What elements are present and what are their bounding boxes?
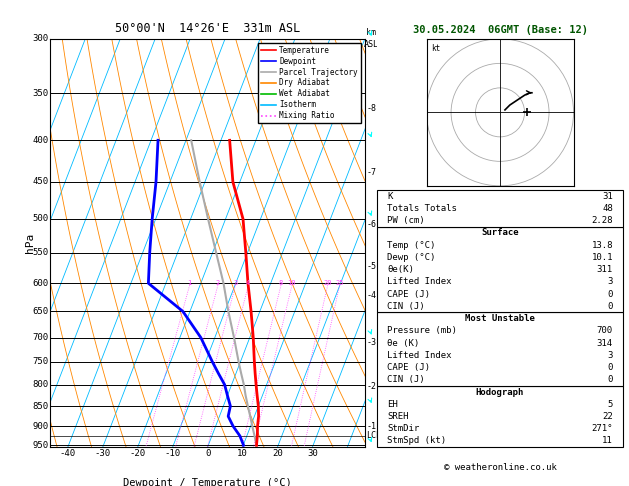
Bar xyxy=(377,312,623,386)
Text: 10.1: 10.1 xyxy=(591,253,613,262)
Text: 314: 314 xyxy=(597,339,613,347)
Text: 25: 25 xyxy=(335,280,343,286)
Text: -6: -6 xyxy=(366,220,376,229)
Legend: Temperature, Dewpoint, Parcel Trajectory, Dry Adiabat, Wet Adiabat, Isotherm, Mi: Temperature, Dewpoint, Parcel Trajectory… xyxy=(258,43,361,123)
Text: 0: 0 xyxy=(608,375,613,384)
Text: 0: 0 xyxy=(608,363,613,372)
Text: Lifted Index: Lifted Index xyxy=(387,351,452,360)
Text: CIN (J): CIN (J) xyxy=(387,302,425,311)
Bar xyxy=(377,386,623,447)
Text: 700: 700 xyxy=(33,333,49,342)
Text: 850: 850 xyxy=(33,401,49,411)
Text: Pressure (mb): Pressure (mb) xyxy=(387,326,457,335)
Text: 400: 400 xyxy=(33,136,49,145)
Text: 900: 900 xyxy=(33,422,49,431)
Text: 600: 600 xyxy=(33,279,49,288)
Text: StmSpd (kt): StmSpd (kt) xyxy=(387,436,447,446)
Text: 550: 550 xyxy=(33,248,49,257)
Text: 11: 11 xyxy=(602,436,613,446)
Text: 2.28: 2.28 xyxy=(591,216,613,225)
Text: -8: -8 xyxy=(366,104,376,113)
Text: 950: 950 xyxy=(33,441,49,450)
Text: 4: 4 xyxy=(246,280,250,286)
Text: Temp (°C): Temp (°C) xyxy=(387,241,436,249)
Text: km: km xyxy=(366,28,376,37)
Text: θe (K): θe (K) xyxy=(387,339,420,347)
Text: 0: 0 xyxy=(205,449,210,458)
Text: 311: 311 xyxy=(597,265,613,274)
Text: 30.05.2024  06GMT (Base: 12): 30.05.2024 06GMT (Base: 12) xyxy=(413,25,587,35)
Text: 3: 3 xyxy=(608,351,613,360)
Text: 3: 3 xyxy=(608,278,613,286)
Text: 30: 30 xyxy=(307,449,318,458)
Text: -40: -40 xyxy=(60,449,76,458)
Text: SREH: SREH xyxy=(387,412,409,421)
Text: K: K xyxy=(387,191,392,201)
Text: Hodograph: Hodograph xyxy=(476,387,524,397)
Text: 2: 2 xyxy=(216,280,220,286)
Text: CAPE (J): CAPE (J) xyxy=(387,290,430,298)
Text: 22: 22 xyxy=(602,412,613,421)
Text: Surface: Surface xyxy=(481,228,519,237)
Text: -4: -4 xyxy=(366,292,376,300)
Text: 31: 31 xyxy=(602,191,613,201)
Text: 800: 800 xyxy=(33,380,49,389)
Text: 500: 500 xyxy=(33,214,49,224)
Text: CAPE (J): CAPE (J) xyxy=(387,363,430,372)
Text: -20: -20 xyxy=(130,449,146,458)
Text: -3: -3 xyxy=(366,338,376,347)
Text: 50°00'N  14°26'E  331m ASL: 50°00'N 14°26'E 331m ASL xyxy=(115,22,300,35)
Text: 10: 10 xyxy=(237,449,248,458)
Text: Lifted Index: Lifted Index xyxy=(387,278,452,286)
Text: 8: 8 xyxy=(279,280,283,286)
Text: 271°: 271° xyxy=(591,424,613,433)
Text: 5: 5 xyxy=(608,400,613,409)
Text: -2: -2 xyxy=(366,382,376,391)
Text: Most Unstable: Most Unstable xyxy=(465,314,535,323)
Text: ASL: ASL xyxy=(364,40,379,49)
Text: 3: 3 xyxy=(233,280,237,286)
Text: 20: 20 xyxy=(323,280,331,286)
Text: © weatheronline.co.uk: © weatheronline.co.uk xyxy=(443,464,557,472)
Text: EH: EH xyxy=(387,400,398,409)
Text: 0: 0 xyxy=(608,302,613,311)
Bar xyxy=(377,226,623,312)
Text: 300: 300 xyxy=(33,35,49,43)
Text: -5: -5 xyxy=(366,262,376,271)
Text: 10: 10 xyxy=(287,280,296,286)
Text: 350: 350 xyxy=(33,89,49,98)
Text: -7: -7 xyxy=(366,168,376,177)
Text: 450: 450 xyxy=(33,177,49,186)
Text: StmDir: StmDir xyxy=(387,424,420,433)
Text: Dewp (°C): Dewp (°C) xyxy=(387,253,436,262)
Bar xyxy=(377,190,623,226)
Text: 700: 700 xyxy=(597,326,613,335)
Text: -30: -30 xyxy=(95,449,111,458)
Text: Dewpoint / Temperature (°C): Dewpoint / Temperature (°C) xyxy=(123,478,292,486)
Text: 750: 750 xyxy=(33,357,49,366)
Text: 20: 20 xyxy=(272,449,283,458)
Text: 13.8: 13.8 xyxy=(591,241,613,249)
Text: 650: 650 xyxy=(33,307,49,316)
Text: Totals Totals: Totals Totals xyxy=(387,204,457,213)
Text: CIN (J): CIN (J) xyxy=(387,375,425,384)
Text: 1: 1 xyxy=(187,280,191,286)
Text: -1: -1 xyxy=(366,422,376,432)
Text: θe(K): θe(K) xyxy=(387,265,414,274)
Text: LCL: LCL xyxy=(366,432,381,440)
Text: PW (cm): PW (cm) xyxy=(387,216,425,225)
Text: -10: -10 xyxy=(165,449,181,458)
Text: 0: 0 xyxy=(608,290,613,298)
Text: hPa: hPa xyxy=(25,233,35,253)
Text: 48: 48 xyxy=(602,204,613,213)
